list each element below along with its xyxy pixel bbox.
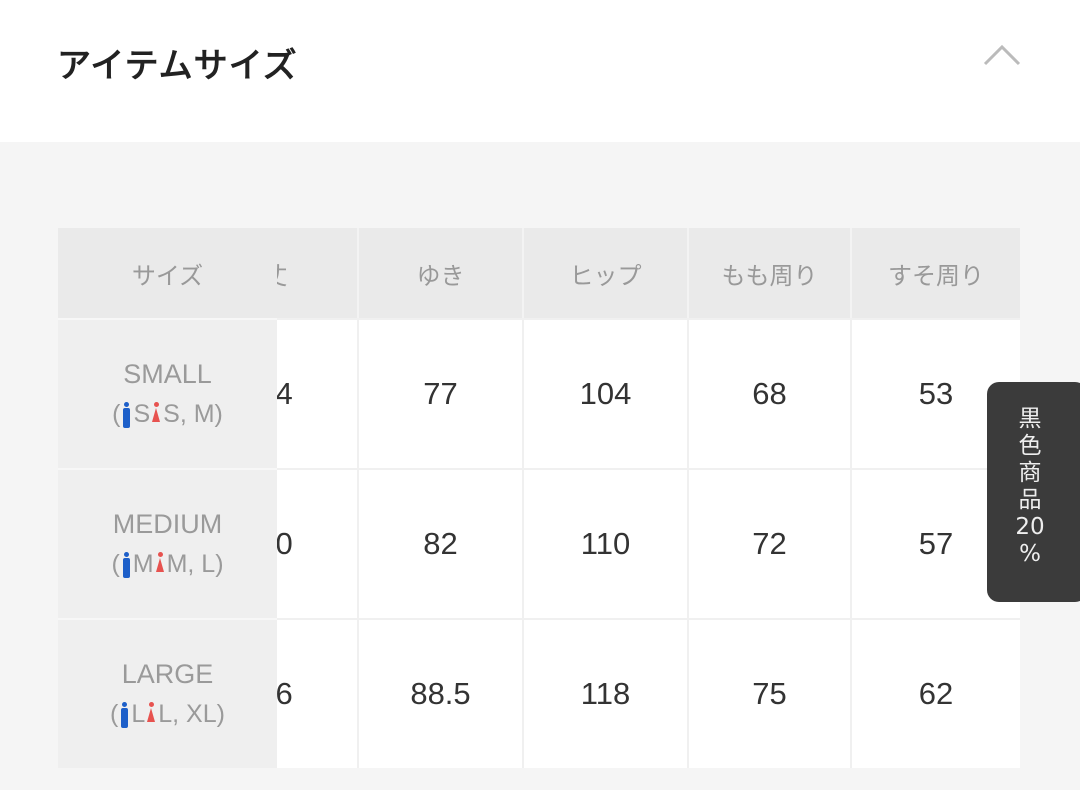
table-cell: 72 [687,468,850,618]
chevron-up-icon[interactable] [982,40,1022,70]
men-size: M [132,550,154,578]
table-cell: 118 [522,618,687,768]
badge-text: 商 [1018,460,1042,486]
column-header: 丈 [277,228,357,318]
table-cell: 60 [277,468,357,618]
women-size: L, XL [158,700,217,728]
size-header: サイズ [58,228,277,318]
column-header: すそ周り [850,228,1020,318]
promo-badge[interactable]: 黒色商品 20% [987,382,1080,602]
man-icon [122,401,131,428]
man-icon [122,551,131,578]
size-name: LARGE [121,659,214,689]
size-column: サイズ SMALL (S S, M) MEDIUM (M M, L) LARGE (… [58,228,277,768]
table-cell: 54 [277,318,357,468]
table-cell: 62 [850,618,1020,768]
woman-icon [152,401,161,428]
table-cell: 88.5 [357,618,522,768]
header-bar: アイテムサイズ [0,0,1080,142]
size-name: SMALL [123,359,212,389]
section-title: アイテムサイズ [57,46,298,86]
size-cell-medium: MEDIUM (M M, L) [58,468,277,618]
table-cell: 66 [277,618,357,768]
badge-text: 色 [1018,433,1042,459]
measurements-scroll-area[interactable]: 丈ゆきヒップもも周りすそ周り54771046853608211072576688… [277,228,1020,768]
table-cell: 82 [357,468,522,618]
men-size: S [133,400,151,428]
badge-text: 品 [1018,487,1042,513]
badge-text: 20 [1015,514,1045,540]
size-equivalents: (M M, L) [111,550,224,578]
badge-text: 黒 [1018,406,1042,432]
women-size: S, M [163,400,215,428]
badge-text: % [1019,541,1041,567]
table-cell: 104 [522,318,687,468]
size-equivalents: (S S, M) [112,400,223,428]
woman-icon [155,551,165,578]
size-cell-small: SMALL (S S, M) [58,318,277,468]
column-header: ヒップ [522,228,687,318]
column-header: もも周り [687,228,850,318]
size-cell-large: LARGE (L L, XL) [58,618,277,768]
measurements-grid: 丈ゆきヒップもも周りすそ周り54771046853608211072576688… [277,228,1020,768]
table-cell: 75 [687,618,850,768]
woman-icon [147,701,156,728]
men-size: L [131,700,146,728]
column-header: ゆき [357,228,522,318]
man-icon [120,701,129,728]
size-name: MEDIUM [112,509,223,539]
size-table: サイズ SMALL (S S, M) MEDIUM (M M, L) LARGE (… [58,228,1020,768]
table-cell: 77 [357,318,522,468]
table-cell: 110 [522,468,687,618]
size-equivalents: (L L, XL) [110,700,225,728]
women-size: M, L [166,550,216,578]
table-cell: 68 [687,318,850,468]
